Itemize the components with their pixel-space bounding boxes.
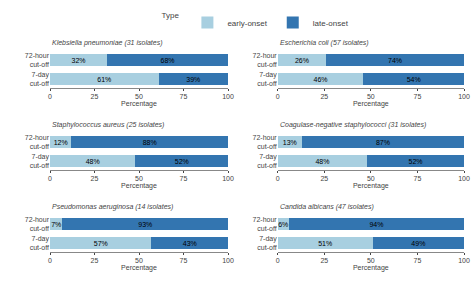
svg-text:52%: 52% bbox=[409, 158, 423, 165]
svg-text:7-daycut-off: 7-daycut-off bbox=[30, 71, 50, 87]
svg-text:57%: 57% bbox=[94, 240, 108, 247]
svg-text:100: 100 bbox=[458, 93, 470, 100]
svg-text:Percentage: Percentage bbox=[121, 264, 157, 272]
svg-text:50: 50 bbox=[367, 93, 375, 100]
svg-text:7-daycut-off: 7-daycut-off bbox=[257, 71, 277, 87]
svg-text:46%: 46% bbox=[314, 76, 328, 83]
svg-text:75: 75 bbox=[180, 257, 188, 264]
svg-text:late-onset: late-onset bbox=[313, 19, 349, 28]
svg-text:7-daycut-off: 7-daycut-off bbox=[30, 153, 50, 169]
svg-text:48%: 48% bbox=[86, 158, 100, 165]
svg-text:72-hourcut-off: 72-hourcut-off bbox=[253, 134, 278, 150]
svg-text:25: 25 bbox=[91, 257, 99, 264]
svg-text:72-hourcut-off: 72-hourcut-off bbox=[253, 216, 278, 232]
svg-text:Percentage: Percentage bbox=[121, 100, 157, 108]
svg-text:48%: 48% bbox=[315, 158, 329, 165]
svg-text:72-hourcut-off: 72-hourcut-off bbox=[253, 52, 278, 68]
svg-text:25: 25 bbox=[91, 93, 99, 100]
svg-text:Candida albicans (47 isolates): Candida albicans (47 isolates) bbox=[280, 203, 374, 211]
svg-text:25: 25 bbox=[320, 175, 328, 182]
svg-text:Percentage: Percentage bbox=[353, 182, 389, 190]
svg-text:7-daycut-off: 7-daycut-off bbox=[257, 153, 277, 169]
svg-text:12%: 12% bbox=[54, 139, 68, 146]
svg-text:7%: 7% bbox=[51, 221, 61, 228]
svg-text:32%: 32% bbox=[71, 57, 85, 64]
svg-text:50: 50 bbox=[135, 257, 143, 264]
svg-text:75: 75 bbox=[180, 175, 188, 182]
svg-text:25: 25 bbox=[320, 257, 328, 264]
svg-text:61%: 61% bbox=[97, 76, 111, 83]
svg-text:Coagulase-negative staphylococ: Coagulase-negative staphylococci (31 iso… bbox=[280, 121, 426, 129]
svg-text:13%: 13% bbox=[283, 139, 297, 146]
svg-text:75: 75 bbox=[414, 257, 422, 264]
svg-text:0: 0 bbox=[48, 93, 52, 100]
svg-text:72-hourcut-off: 72-hourcut-off bbox=[25, 134, 50, 150]
svg-text:0: 0 bbox=[276, 257, 280, 264]
svg-text:100: 100 bbox=[222, 175, 234, 182]
svg-text:75: 75 bbox=[180, 93, 188, 100]
svg-text:7-daycut-off: 7-daycut-off bbox=[30, 235, 50, 251]
svg-text:52%: 52% bbox=[175, 158, 189, 165]
svg-text:Klebsiella pneumoniae (31 isol: Klebsiella pneumoniae (31 isolates) bbox=[52, 39, 163, 47]
svg-text:0: 0 bbox=[276, 93, 280, 100]
svg-text:50: 50 bbox=[367, 257, 375, 264]
svg-text:50: 50 bbox=[135, 93, 143, 100]
svg-text:68%: 68% bbox=[160, 57, 174, 64]
svg-text:54%: 54% bbox=[407, 76, 421, 83]
svg-text:74%: 74% bbox=[388, 57, 402, 64]
svg-text:0: 0 bbox=[48, 257, 52, 264]
svg-text:6%: 6% bbox=[278, 221, 288, 228]
svg-text:Type: Type bbox=[162, 11, 180, 20]
svg-text:early-onset: early-onset bbox=[227, 19, 267, 28]
svg-text:39%: 39% bbox=[186, 76, 200, 83]
svg-text:25: 25 bbox=[320, 93, 328, 100]
svg-text:72-hourcut-off: 72-hourcut-off bbox=[25, 216, 50, 232]
svg-text:100: 100 bbox=[222, 257, 234, 264]
svg-text:26%: 26% bbox=[295, 57, 309, 64]
svg-text:7-daycut-off: 7-daycut-off bbox=[257, 235, 277, 251]
svg-text:Percentage: Percentage bbox=[353, 100, 389, 108]
svg-text:Pseudomonas aeruginosa (14 iso: Pseudomonas aeruginosa (14 isolates) bbox=[52, 203, 173, 211]
svg-text:100: 100 bbox=[458, 257, 470, 264]
svg-text:Escherichia coli (57 isolates): Escherichia coli (57 isolates) bbox=[280, 39, 369, 47]
svg-text:93%: 93% bbox=[138, 221, 152, 228]
svg-text:94%: 94% bbox=[369, 221, 383, 228]
svg-text:49%: 49% bbox=[411, 240, 425, 247]
svg-text:72-hourcut-off: 72-hourcut-off bbox=[25, 52, 50, 68]
svg-text:75: 75 bbox=[414, 175, 422, 182]
svg-text:51%: 51% bbox=[318, 240, 332, 247]
svg-text:100: 100 bbox=[222, 93, 234, 100]
svg-text:25: 25 bbox=[91, 175, 99, 182]
svg-text:75: 75 bbox=[414, 93, 422, 100]
svg-text:50: 50 bbox=[367, 175, 375, 182]
svg-text:88%: 88% bbox=[143, 139, 157, 146]
svg-text:0: 0 bbox=[48, 175, 52, 182]
svg-text:0: 0 bbox=[276, 175, 280, 182]
svg-text:43%: 43% bbox=[183, 240, 197, 247]
svg-text:Percentage: Percentage bbox=[353, 264, 389, 272]
svg-text:50: 50 bbox=[135, 175, 143, 182]
svg-text:87%: 87% bbox=[376, 139, 390, 146]
svg-text:100: 100 bbox=[458, 175, 470, 182]
svg-text:Staphylococcus aureus (25 isol: Staphylococcus aureus (25 isolates) bbox=[52, 121, 164, 129]
svg-text:Percentage: Percentage bbox=[121, 182, 157, 190]
